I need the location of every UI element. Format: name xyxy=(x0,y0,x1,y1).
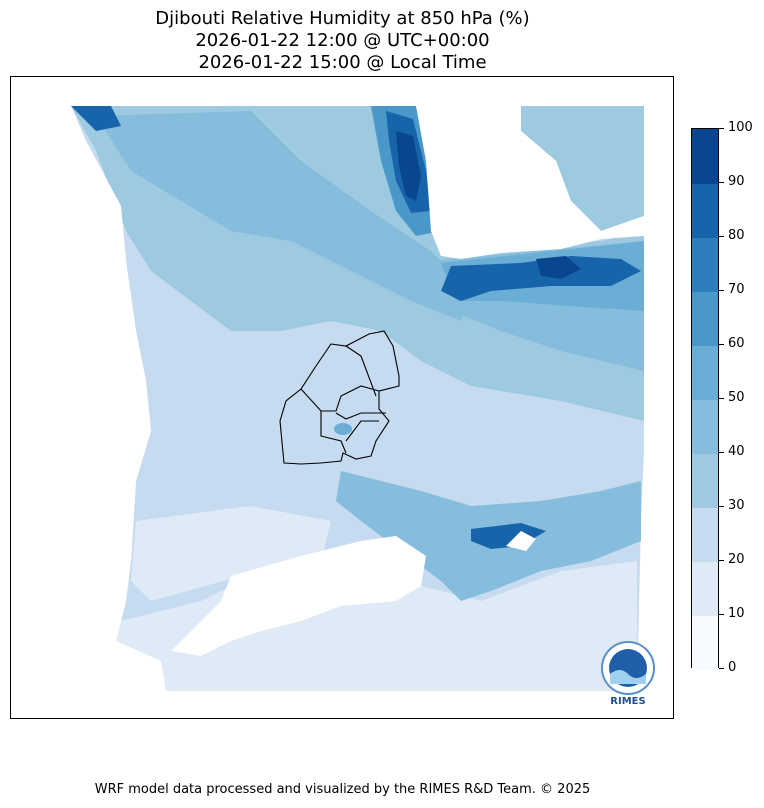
colorbar-tick-label: 40 xyxy=(728,445,745,459)
colorbar-segment xyxy=(692,129,718,184)
colorbar-tick xyxy=(719,182,724,183)
colorbar-tick-label: 30 xyxy=(728,499,745,513)
colorbar-tick xyxy=(719,290,724,291)
map-panel xyxy=(10,76,674,719)
colorbar-tick-label: 90 xyxy=(728,175,745,189)
footer-credit: WRF model data processed and visualized … xyxy=(0,782,685,797)
colorbar-segment xyxy=(692,615,718,670)
colorbar-segment xyxy=(692,183,718,238)
colorbar-segment xyxy=(692,561,718,616)
colorbar-tick xyxy=(719,506,724,507)
colorbar-tick-label: 10 xyxy=(728,607,745,621)
colorbar-tick xyxy=(719,236,724,237)
colorbar-segment xyxy=(692,291,718,346)
colorbar-tick-label: 0 xyxy=(728,661,736,675)
colorbar-tick-label: 20 xyxy=(728,553,745,567)
colorbar-tick-label: 70 xyxy=(728,283,745,297)
colorbar-tick xyxy=(719,668,724,669)
colorbar-tick xyxy=(719,344,724,345)
rimes-logo: RIMES xyxy=(594,640,662,706)
colorbar-segment xyxy=(692,453,718,508)
colorbar xyxy=(691,128,719,668)
colorbar-tick xyxy=(719,128,724,129)
colorbar-tick xyxy=(719,398,724,399)
humidity-region-50-60-inland xyxy=(334,423,352,435)
title-line-2: 2026-01-22 12:00 @ UTC+00:00 xyxy=(0,30,685,52)
colorbar-tick xyxy=(719,452,724,453)
colorbar-tick-label: 100 xyxy=(728,121,753,135)
colorbar-segment xyxy=(692,507,718,562)
logo-text: RIMES xyxy=(610,696,645,706)
humidity-map xyxy=(11,77,674,719)
title-line-3: 2026-01-22 15:00 @ Local Time xyxy=(0,52,685,74)
colorbar-segment xyxy=(692,345,718,400)
title-line-1: Djibouti Relative Humidity at 850 hPa (%… xyxy=(0,8,685,30)
colorbar-segment xyxy=(692,399,718,454)
colorbar-segment xyxy=(692,237,718,292)
colorbar-tick xyxy=(719,560,724,561)
colorbar-tick-label: 60 xyxy=(728,337,745,351)
colorbar-tick-label: 80 xyxy=(728,229,745,243)
colorbar-tick xyxy=(719,614,724,615)
colorbar-tick-label: 50 xyxy=(728,391,745,405)
